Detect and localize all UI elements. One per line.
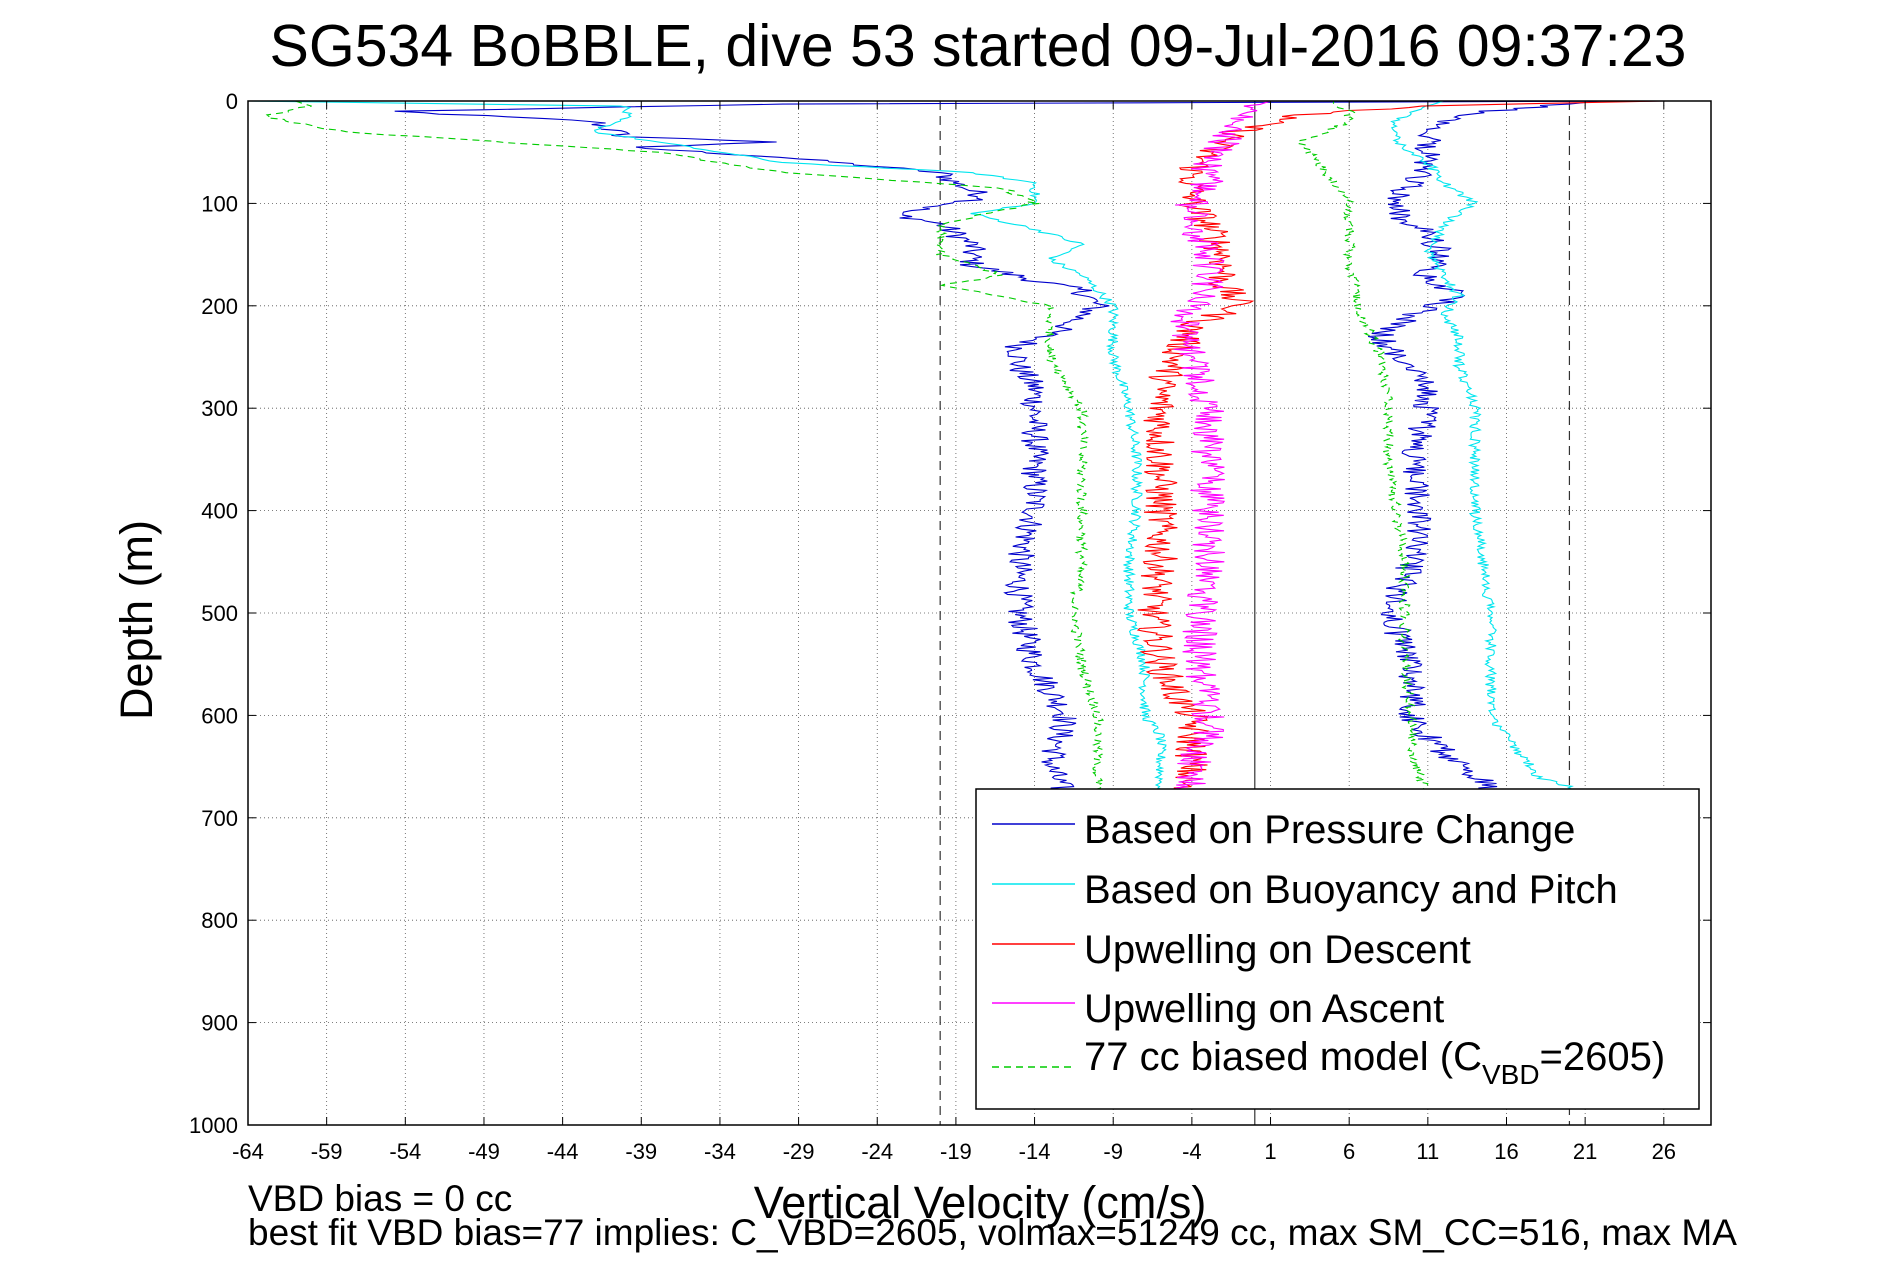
legend-label-biased-suffix: =2605) <box>1540 1035 1666 1079</box>
series-line-0 <box>394 101 1664 798</box>
x-axis-label: Vertical Velocity (cm/s) <box>754 1177 1207 1228</box>
legend: Based on Pressure Change Based on Buoyan… <box>975 788 1700 1110</box>
x-tick-label: 21 <box>1573 1139 1597 1164</box>
x-tick-label: -9 <box>1103 1139 1123 1164</box>
x-axis-ticks: -64 -59 -54 -49 -44 -39 -34 -29 -24 -19 -14 -9 -4 1 6 1… <box>232 101 1676 1164</box>
footer-best-fit: best fit VBD bias=77 implies: C_VBD=2605… <box>248 1212 1737 1253</box>
legend-label-biased-prefix: 77 cc biased model (C <box>1084 1035 1482 1079</box>
y-tick-label: 1000 <box>189 1113 238 1138</box>
x-tick-label: -64 <box>232 1139 264 1164</box>
x-tick-label: -34 <box>704 1139 736 1164</box>
series-line-1 <box>1367 101 1601 798</box>
series-line-3 <box>1390 101 1603 798</box>
y-tick-label: 800 <box>201 908 238 933</box>
y-tick-label: 900 <box>201 1011 238 1036</box>
x-tick-label: -54 <box>389 1139 421 1164</box>
legend-label-upwelling-ascent: Upwelling on Ascent <box>1084 987 1444 1031</box>
x-tick-label: -44 <box>547 1139 579 1164</box>
legend-label-pressure: Based on Pressure Change <box>1084 808 1575 852</box>
x-tick-label: -29 <box>783 1139 815 1164</box>
x-tick-label: -24 <box>861 1139 893 1164</box>
legend-label-upwelling-descent: Upwelling on Descent <box>1084 928 1471 972</box>
y-tick-label: 600 <box>201 703 238 728</box>
x-tick-label: 11 <box>1416 1139 1439 1164</box>
series-layer <box>248 101 1664 798</box>
x-tick-label: -39 <box>625 1139 657 1164</box>
chart-title: SG534 BoBBLE, dive 53 started 09-Jul-201… <box>270 13 1687 79</box>
y-tick-label: 200 <box>201 294 238 319</box>
footer-vbd-bias: VBD bias = 0 cc <box>248 1178 512 1219</box>
legend-label-biased-subscript: VBD <box>1482 1059 1540 1090</box>
x-tick-label: 1 <box>1264 1139 1276 1164</box>
y-tick-label: 0 <box>226 89 238 114</box>
legend-label-buoyancy: Based on Buoyancy and Pitch <box>1084 868 1618 912</box>
y-axis-label: Depth (m) <box>111 520 162 720</box>
y-tick-label: 700 <box>201 806 238 831</box>
x-tick-label: 6 <box>1343 1139 1355 1164</box>
y-tick-label: 400 <box>201 499 238 524</box>
x-tick-label: 26 <box>1652 1139 1676 1164</box>
x-tick-label: -59 <box>311 1139 343 1164</box>
series-line-2 <box>248 101 1168 798</box>
series-line-7 <box>1296 101 1434 798</box>
series-line-4 <box>1136 101 1664 798</box>
y-tick-label: 500 <box>201 601 238 626</box>
y-tick-label: 100 <box>201 191 238 216</box>
y-axis-ticks: 0 100 200 300 400 500 600 700 800 900 1000 <box>189 89 1711 1138</box>
x-tick-label: 16 <box>1494 1139 1518 1164</box>
x-tick-label: -14 <box>1019 1139 1051 1164</box>
legend-box <box>975 788 1700 1110</box>
y-tick-label: 300 <box>201 396 238 421</box>
legend-label-biased-model: 77 cc biased model (CVBD=2605) <box>1084 1035 1665 1090</box>
x-tick-label: -49 <box>468 1139 500 1164</box>
series-line-5 <box>1170 101 1271 798</box>
x-tick-label: -19 <box>940 1139 972 1164</box>
x-tick-label: -4 <box>1182 1139 1202 1164</box>
series-line-6 <box>265 101 1106 798</box>
